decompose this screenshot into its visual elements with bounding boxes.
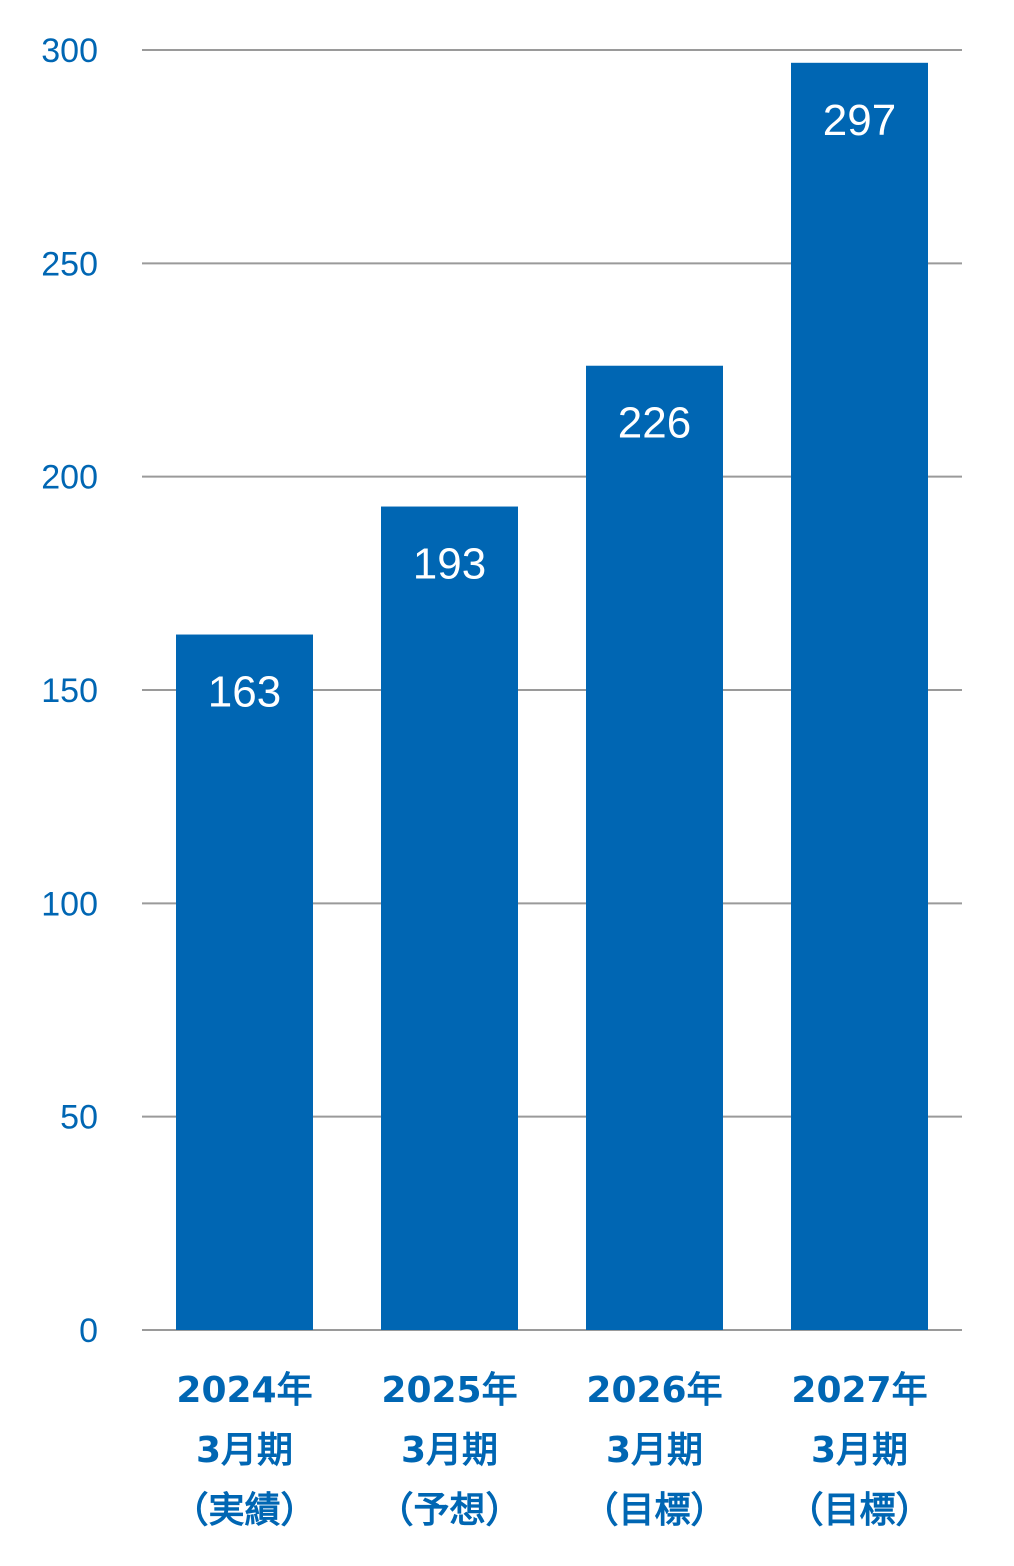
y-tick-label: 250 xyxy=(41,245,98,283)
x-category-label-line: （目標） xyxy=(582,1490,726,1531)
bar-value-label: 193 xyxy=(413,540,486,589)
x-category-label: 2024年 3月期 （実績） xyxy=(172,1370,316,1531)
x-category-label-line: 3月期 xyxy=(401,1430,498,1471)
x-category-label-line: （実績） xyxy=(172,1490,316,1531)
bar-value-label: 297 xyxy=(823,96,896,145)
x-category-label: 2025年 3月期 （予想） xyxy=(377,1370,521,1531)
x-category-label: 2026年 3月期 （目標） xyxy=(582,1370,726,1531)
x-category-label-line: 2027年 xyxy=(791,1370,927,1411)
x-axis-categories: 2024年3月期（実績）2025年3月期（予想）2026年3月期（目標）2027… xyxy=(172,1370,931,1531)
bars xyxy=(176,62,928,1330)
bar xyxy=(586,365,723,1330)
y-tick-label: 300 xyxy=(41,32,98,70)
bar xyxy=(381,506,518,1330)
y-tick-label: 150 xyxy=(41,672,98,710)
x-category-label-line: （予想） xyxy=(377,1490,521,1531)
x-category-label-line: 2025年 xyxy=(381,1370,517,1411)
x-category-label-line: 3月期 xyxy=(811,1430,908,1471)
x-category-label-line: 2026年 xyxy=(586,1370,722,1411)
bar xyxy=(176,634,313,1330)
bar-value-label: 163 xyxy=(208,668,281,717)
bar xyxy=(791,62,928,1330)
x-category-label-line: 2024年 xyxy=(176,1370,312,1411)
x-category-label-line: （目標） xyxy=(787,1490,931,1531)
bar-value-label: 226 xyxy=(618,399,691,448)
value-labels: 163 193 226 297 xyxy=(208,96,896,717)
x-category-label-line: 3月期 xyxy=(606,1430,703,1471)
x-category-label-line: 3月期 xyxy=(196,1430,293,1471)
y-tick-label: 200 xyxy=(41,459,98,497)
y-tick-label: 100 xyxy=(41,885,98,923)
y-axis-ticks: 0 50 100 150 200 250 300 xyxy=(41,32,98,1350)
y-tick-label: 50 xyxy=(60,1099,98,1137)
x-category-label: 2027年 3月期 （目標） xyxy=(787,1370,931,1531)
y-tick-label: 0 xyxy=(79,1312,98,1350)
